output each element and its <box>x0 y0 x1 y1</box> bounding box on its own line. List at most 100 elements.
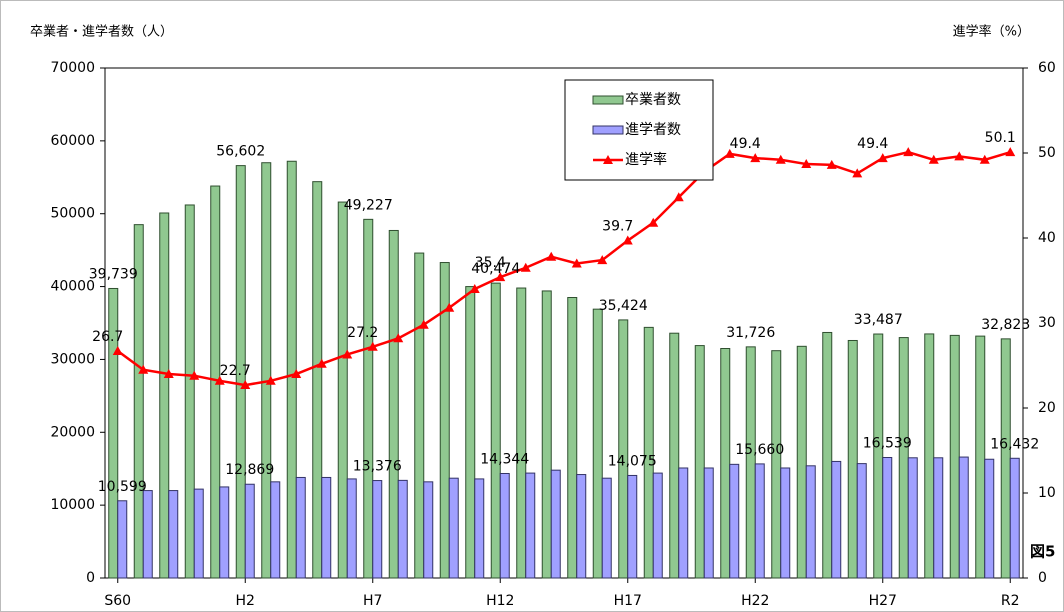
line-marker <box>1005 147 1016 157</box>
x-tick-label: R2 <box>1001 593 1020 609</box>
line-marker <box>214 375 225 385</box>
bar-value-label: 14,344 <box>480 451 529 467</box>
bar <box>159 212 170 579</box>
bar-value-label: 32,823 <box>981 317 1030 333</box>
y-tick-label: 70000 <box>50 60 95 76</box>
y2-tick-label: 10 <box>1038 485 1056 501</box>
y-tick-label: 10000 <box>50 497 95 513</box>
line-marker <box>495 272 506 282</box>
bar <box>363 218 374 579</box>
legend-marker <box>603 155 613 164</box>
bar <box>652 472 663 579</box>
bar <box>321 476 332 579</box>
legend-swatch <box>592 125 624 135</box>
bar <box>898 337 909 579</box>
bar <box>286 160 297 579</box>
bar-value-label: 49,227 <box>344 197 393 213</box>
line-marker <box>750 153 761 163</box>
bar <box>643 326 654 579</box>
bar <box>729 463 740 579</box>
bar <box>142 490 153 579</box>
line-marker <box>903 147 914 157</box>
bar <box>745 346 756 579</box>
bar-value-label: 16,432 <box>990 436 1039 452</box>
bar <box>312 181 323 579</box>
legend-swatch <box>592 95 624 105</box>
line-marker <box>163 369 174 378</box>
bar <box>337 201 348 579</box>
bar <box>235 165 246 579</box>
bar <box>831 460 842 579</box>
line-marker <box>724 148 735 158</box>
line-marker <box>954 151 965 161</box>
bar <box>261 162 272 579</box>
x-tick-label: H7 <box>363 593 382 609</box>
bar <box>184 204 195 579</box>
bar-value-label: 13,376 <box>353 459 402 475</box>
bar <box>193 488 204 579</box>
line-marker <box>571 258 582 268</box>
y-tick-label: 0 <box>86 570 95 586</box>
bar-value-label: 10,599 <box>98 479 147 495</box>
line-value-label: 49.4 <box>857 136 888 152</box>
line-marker <box>469 284 480 293</box>
bar <box>490 282 501 579</box>
line <box>117 150 1011 387</box>
line-marker <box>138 364 149 374</box>
bar <box>414 252 425 579</box>
x-tick-label: S60 <box>104 593 131 609</box>
bar <box>448 477 459 579</box>
line-value-label: 50.1 <box>985 130 1016 146</box>
bar <box>550 469 561 579</box>
y-tick-label: 50000 <box>50 206 95 222</box>
bar-value-label: 35,424 <box>599 298 648 314</box>
line-marker <box>189 370 200 380</box>
bar <box>822 331 833 579</box>
bar <box>984 458 995 579</box>
bar-value-label: 14,075 <box>608 453 657 469</box>
y2-tick-label: 40 <box>1038 230 1056 246</box>
line-marker <box>316 358 327 368</box>
y-tick-label: 20000 <box>50 424 95 440</box>
bar <box>907 457 918 579</box>
bar <box>133 224 144 579</box>
bar <box>694 345 705 579</box>
bar <box>873 333 884 579</box>
line-marker <box>801 159 812 169</box>
line-marker <box>112 346 123 356</box>
line-marker <box>291 369 302 378</box>
x-tick-label: H2 <box>236 593 255 609</box>
line-marker <box>673 192 684 202</box>
bar <box>346 478 357 579</box>
y2-tick-label: 30 <box>1038 315 1056 331</box>
bar <box>499 472 510 579</box>
y-tick-label: 40000 <box>50 279 95 295</box>
bar <box>975 335 986 579</box>
line-marker <box>622 235 633 245</box>
legend-label: 卒業者数 <box>625 92 681 108</box>
bar <box>465 286 476 579</box>
bar <box>678 467 689 579</box>
line-value-label: 22.7 <box>220 363 251 379</box>
line-value-label: 27.2 <box>347 325 378 341</box>
line-value-label: 39.7 <box>602 219 633 235</box>
line-marker <box>877 153 888 163</box>
bar <box>618 319 629 579</box>
bar <box>592 308 603 579</box>
y2-tick-label: 0 <box>1038 570 1047 586</box>
line-marker <box>852 168 863 178</box>
bar <box>516 287 527 579</box>
bar <box>397 479 408 579</box>
bar <box>168 490 179 579</box>
line-marker <box>393 333 404 343</box>
x-tick-label: H12 <box>486 593 514 609</box>
bar-value-label: 56,602 <box>216 144 265 160</box>
bar-value-label: 31,726 <box>726 325 775 341</box>
bar <box>847 339 858 579</box>
line-marker <box>240 380 251 390</box>
bar <box>924 333 935 579</box>
bar <box>388 229 399 579</box>
line-marker <box>648 217 659 227</box>
bar <box>372 480 383 579</box>
